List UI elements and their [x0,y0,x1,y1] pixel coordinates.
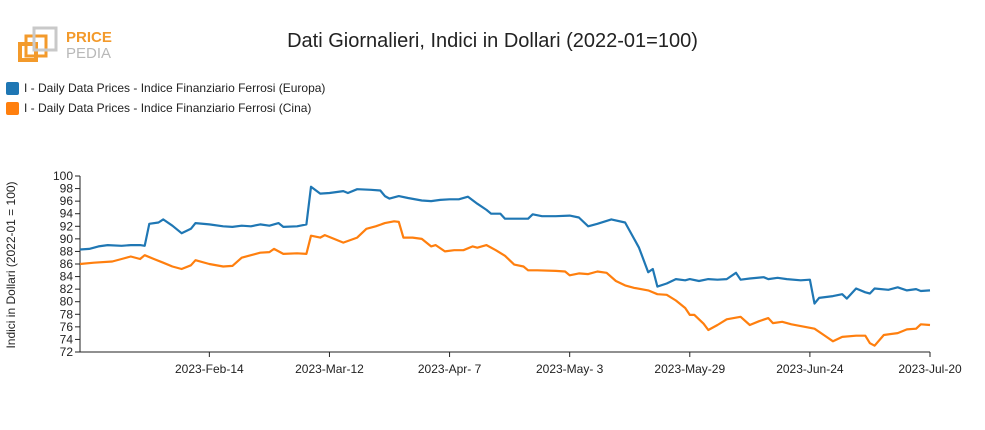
x-tick-label: 2023-May- 3 [536,362,604,376]
x-tick-label: 2023-Jul-20 [898,362,962,376]
x-tick-label: 2023-Jun-24 [776,362,844,376]
legend-label-europa: I - Daily Data Prices - Indice Finanziar… [24,81,326,95]
y-axis-label: Indici in Dollari (2022-01 = 100) [4,181,18,348]
x-tick-label: 2023-Feb-14 [175,362,244,376]
series-line-europa[interactable] [79,185,931,305]
x-tick-label: 2023-Apr- 7 [418,362,482,376]
logo-text-bottom: PEDIA [66,45,111,62]
series-line-cina[interactable] [79,220,931,347]
y-tick-label: 82 [60,282,74,296]
legend-item-europa[interactable]: I - Daily Data Prices - Indice Finanziar… [6,80,325,96]
y-tick-label: 76 [60,320,74,334]
y-tick-label: 84 [60,270,74,284]
chart-title: Dati Giornalieri, Indici in Dollari (202… [287,30,698,52]
logo-mark-icon [18,26,58,62]
y-tick-label: 86 [60,257,74,271]
y-tick-label: 94 [60,207,74,221]
legend-swatch-cina [6,101,19,115]
x-tick-label: 2023-Mar-12 [295,362,364,376]
y-tick-label: 90 [60,232,74,246]
y-tick-label: 98 [60,182,74,196]
y-tick-label: 100 [53,169,73,183]
legend-label-cina: I - Daily Data Prices - Indice Finanziar… [24,101,312,115]
y-tick-label: 88 [60,244,74,258]
y-tick-label: 72 [60,345,74,359]
y-tick-label: 80 [60,295,74,309]
y-tick-label: 78 [60,307,74,321]
x-axis: 2023-Feb-14 2023-Mar-12 2023-Apr- 7 2023-Ma… [80,351,962,376]
legend-item-cina[interactable]: I - Daily Data Prices - Indice Finanziar… [6,100,311,116]
logo-text-top: PRICE [66,29,112,46]
y-tick-label: 74 [60,332,74,346]
pricepedia-logo: PRICE PEDIA [18,26,112,62]
legend-swatch-europa [6,81,19,95]
series-layer [79,185,931,347]
x-tick-label: 2023-May-29 [654,362,725,376]
y-tick-label: 92 [60,219,74,233]
y-tick-label: 96 [60,194,74,208]
